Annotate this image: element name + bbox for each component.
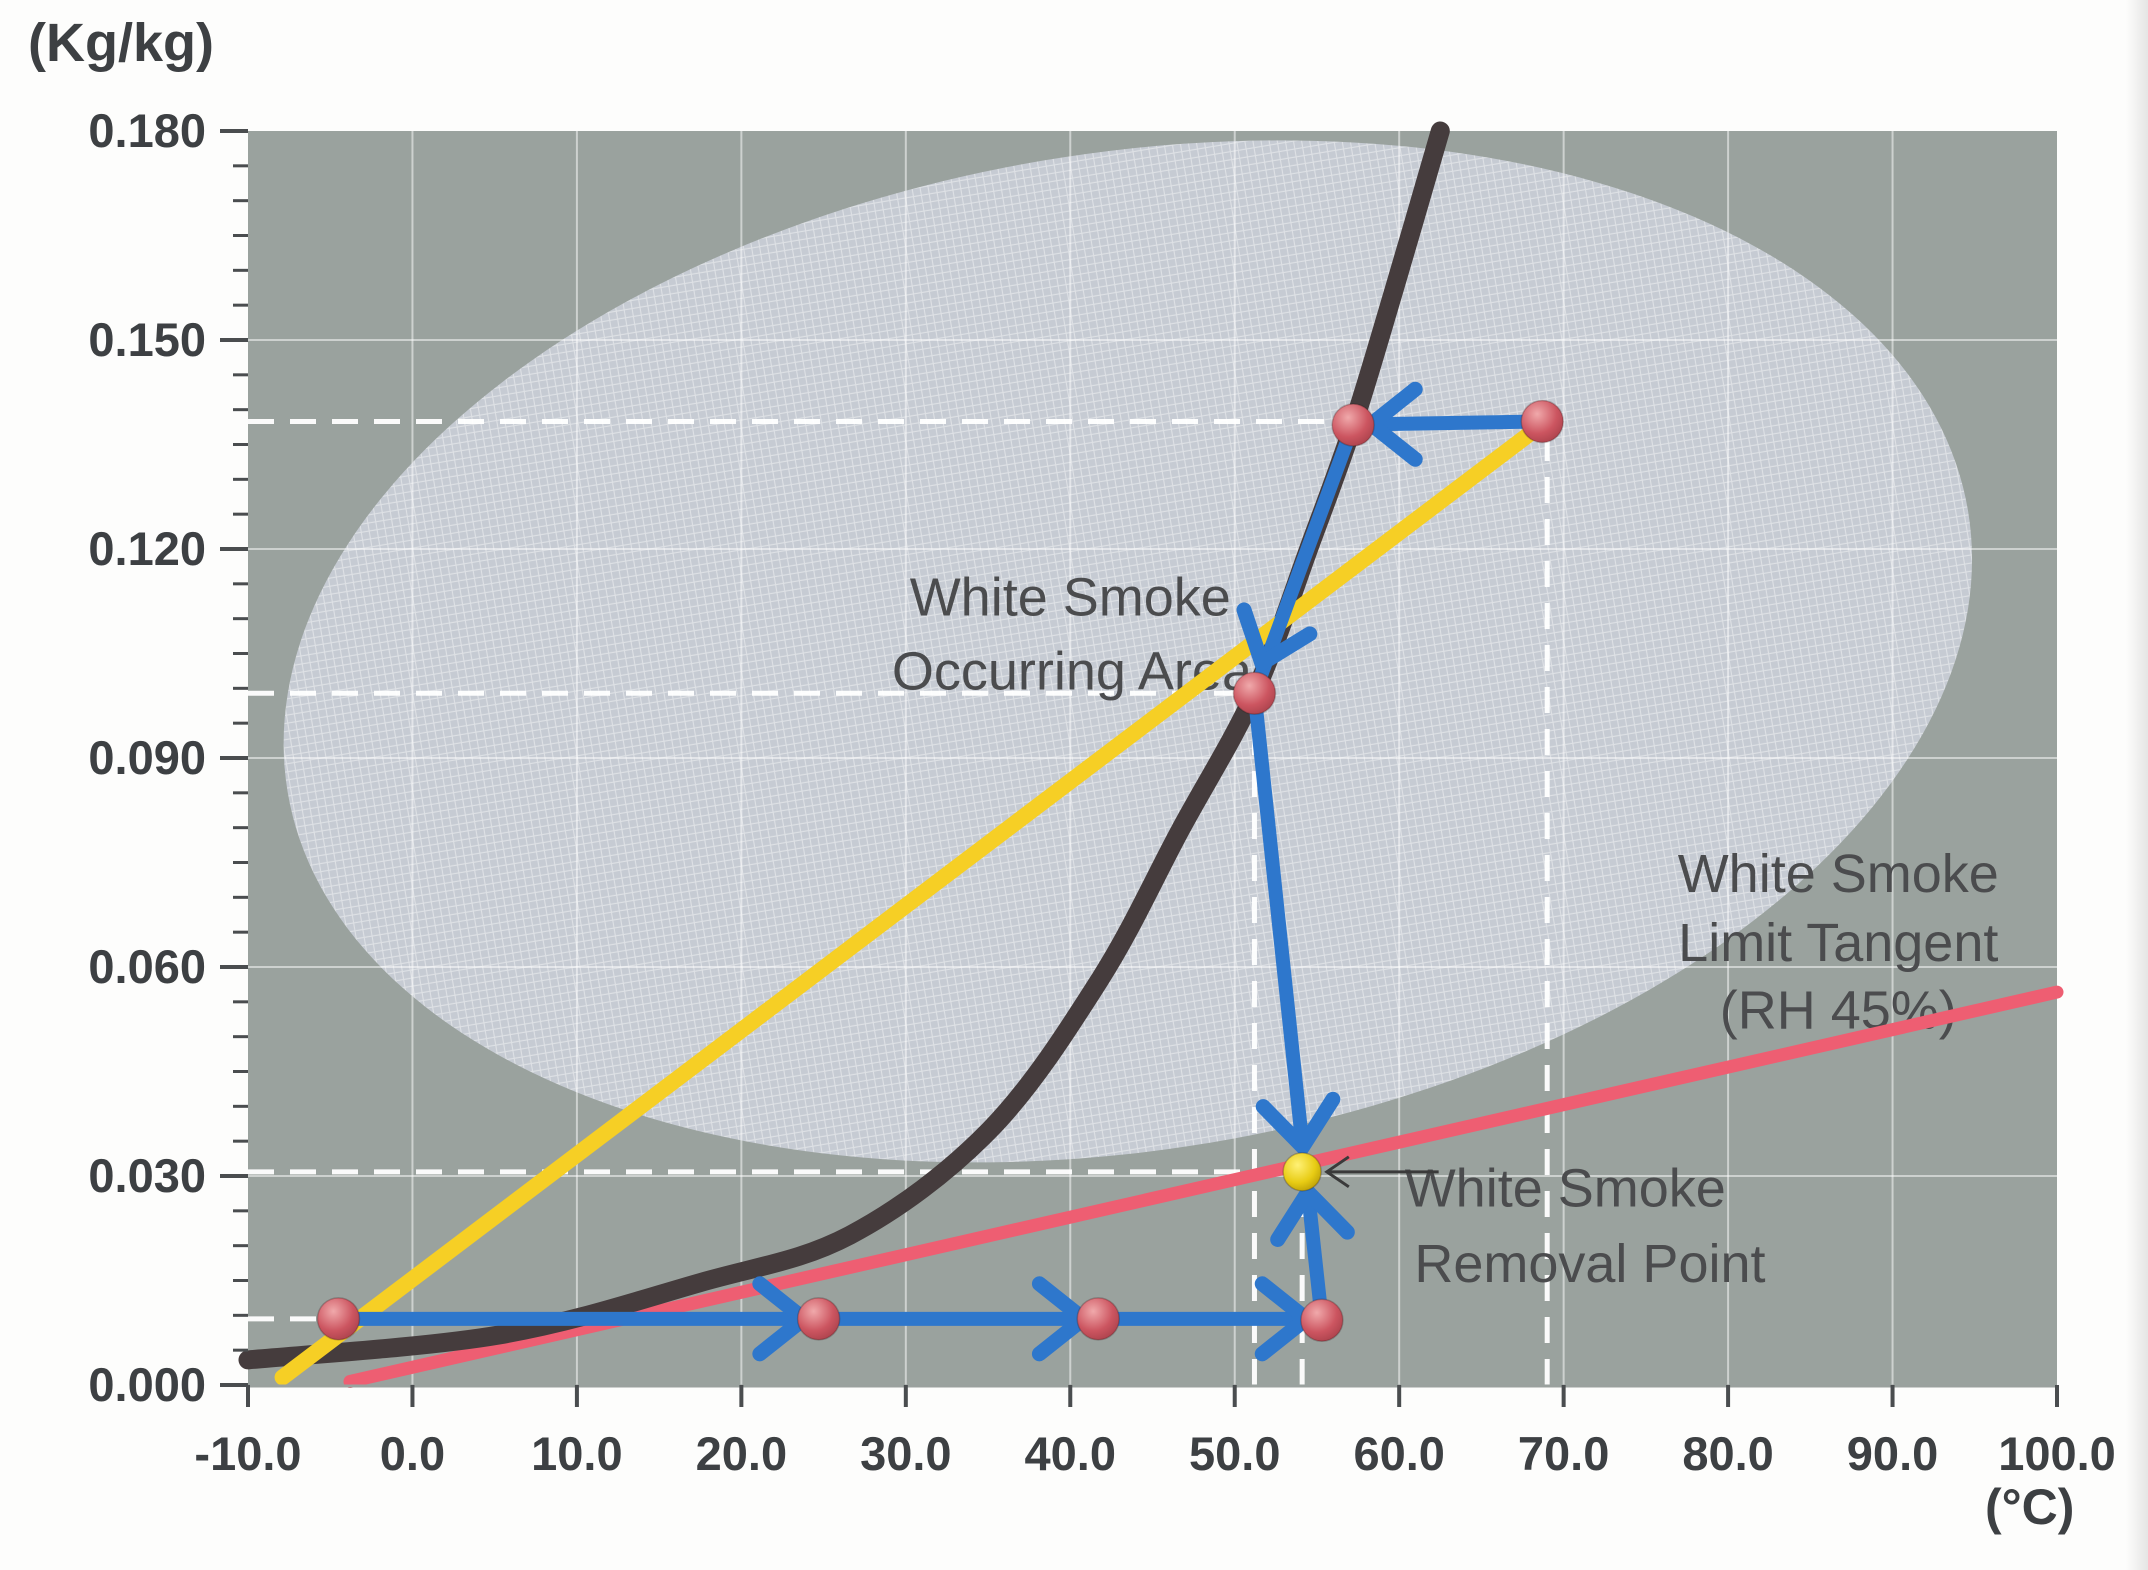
exhaust-point [1520, 399, 1565, 444]
white-smoke-removal-point [1282, 1152, 1322, 1192]
removal-pointer-arrow-icon [1324, 1155, 1439, 1189]
dashed-guides [248, 419, 1550, 1385]
x-tick-label: 70.0 [1518, 1427, 1609, 1480]
y-axis-unit-label: (Kg/kg) [28, 13, 214, 73]
x-tick-label: 60.0 [1353, 1427, 1444, 1480]
y-tick-label: 0.060 [88, 940, 206, 993]
path-point-55c [1300, 1298, 1344, 1342]
x-tick-label: 40.0 [1025, 1427, 1116, 1480]
y-tick-label: 0.090 [88, 731, 206, 784]
arrowhead-icon [1270, 1180, 1355, 1247]
removal-line2: Removal Point [1414, 1234, 1765, 1294]
process-segment [1247, 417, 1361, 701]
arrowhead-icon [1255, 1091, 1341, 1159]
x-tick-label: 50.0 [1189, 1427, 1280, 1480]
y-tick-label: 0.150 [88, 313, 206, 366]
x-tick-label: 0.0 [380, 1427, 445, 1480]
y-tick-label: 0.120 [88, 522, 206, 575]
x-tick-label: 20.0 [696, 1427, 787, 1480]
x-tick-label: -10.0 [194, 1427, 301, 1480]
curve-point-lower [1232, 671, 1277, 715]
tangent-line3: (RH 45%) [1720, 981, 1957, 1041]
white-smoke-occurring-area [283, 140, 1973, 1163]
process-segment [1300, 1185, 1329, 1328]
process-segment [1247, 686, 1310, 1154]
path-point-42c [1076, 1297, 1120, 1341]
x-tick-label: 100.0 [1998, 1427, 2116, 1480]
axis-tick-labels: -10.0 0.0 10.0 20.0 30.0 40.0 50.0 60.0 70.0 80.0… [88, 104, 2115, 1480]
start-point [316, 1297, 361, 1341]
x-tick-label: 80.0 [1682, 1427, 1773, 1480]
tangent-line1: White Smoke [1678, 844, 1999, 904]
arrowhead-icon [1236, 602, 1318, 675]
x-tick-label: 30.0 [860, 1427, 951, 1480]
removal-line1: White Smoke [1405, 1158, 1726, 1218]
path-point-25c [796, 1297, 841, 1341]
tangent-line2: Limit Tangent [1678, 913, 1998, 973]
y-tick-label: 0.000 [88, 1358, 206, 1411]
mixing-line [274, 416, 1551, 1386]
y-tick-label: 0.030 [88, 1149, 206, 1202]
x-tick-label: 90.0 [1847, 1427, 1938, 1480]
process-path [331, 381, 1550, 1362]
curve-point-upper [1331, 403, 1375, 447]
axis-ticks [220, 129, 2059, 1407]
x-axis-unit-label: (°C) [1985, 1479, 2075, 1535]
occurring-area-line1: White Smoke [910, 568, 1231, 628]
x-tick-label: 10.0 [531, 1427, 622, 1480]
scan-edge-shade [2126, 0, 2148, 1570]
process-segment [1364, 414, 1550, 432]
y-tick-label: 0.180 [88, 104, 206, 157]
